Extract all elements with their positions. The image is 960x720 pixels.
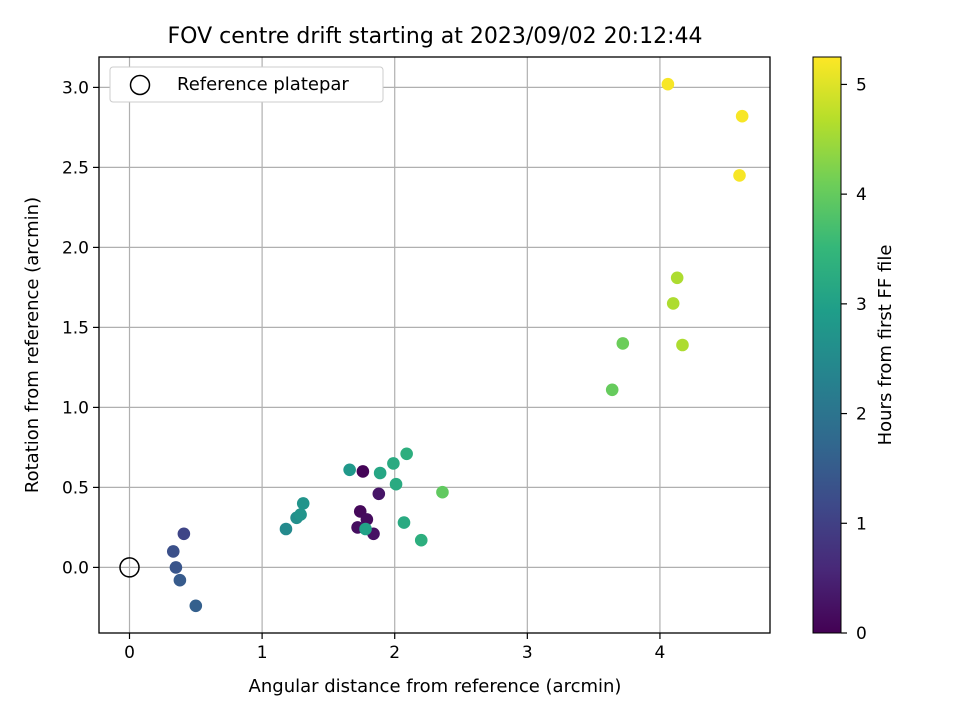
grid	[99, 57, 770, 633]
data-point	[387, 457, 400, 470]
data-point	[605, 383, 619, 397]
data-point	[666, 297, 680, 310]
data-point	[343, 463, 356, 477]
colorbar-tick-label: 1	[856, 514, 867, 534]
data-point	[372, 487, 386, 501]
data-point	[166, 545, 180, 558]
x-tick-label: 0	[124, 643, 135, 663]
data-point	[360, 513, 374, 526]
colorbar	[812, 56, 842, 634]
legend-entry-reference-platepar: Reference platepar	[177, 74, 349, 95]
data-point	[373, 466, 387, 480]
data-point	[735, 109, 749, 123]
y-tick-label: 3.0	[62, 78, 89, 98]
chart-title: FOV centre drift starting at 2023/09/02 …	[168, 24, 703, 49]
x-axis-label: Angular distance from reference (arcmin)	[249, 676, 622, 697]
y-tick-label: 1.0	[62, 398, 89, 418]
data-point	[173, 573, 187, 587]
y-tick-label: 2.5	[62, 158, 89, 178]
y-tick-label: 0.0	[62, 558, 89, 578]
data-point	[169, 561, 183, 574]
data-point	[177, 527, 191, 541]
data-point	[359, 522, 372, 536]
data-point	[414, 533, 428, 547]
x-tick-label: 1	[257, 643, 268, 663]
data-point	[400, 447, 413, 461]
legend-box	[109, 66, 384, 103]
colorbar-tick-label: 3	[856, 295, 867, 315]
data-point	[676, 338, 689, 352]
data-point	[661, 77, 675, 91]
data-point	[294, 508, 307, 521]
data-points	[119, 77, 749, 613]
y-axis-label: Rotation from reference (arcmin)	[22, 197, 43, 493]
colorbar-ticks: 0 1 2 3 4 5	[841, 75, 867, 644]
x-axis-ticks: 0 1 2 3 4	[124, 633, 665, 663]
y-tick-label: 0.5	[62, 478, 89, 498]
data-point	[296, 497, 310, 510]
data-point	[189, 599, 203, 613]
y-tick-label: 1.5	[62, 318, 89, 338]
data-point	[616, 337, 630, 350]
data-point	[436, 485, 449, 499]
data-point	[670, 271, 684, 285]
x-tick-label: 3	[522, 643, 533, 663]
y-tick-label: 2.0	[62, 238, 89, 258]
legend-reference-marker	[129, 74, 151, 96]
colorbar-tick-label: 4	[856, 185, 867, 205]
x-tick-label: 4	[655, 643, 666, 663]
y-axis-ticks: 0.0 0.5 1.0 1.5 2.0 2.5 3.0	[62, 78, 99, 578]
plot-area-frame	[98, 56, 771, 634]
reference-platepar-marker	[119, 557, 140, 578]
data-point	[397, 516, 411, 529]
data-point	[389, 477, 403, 491]
data-point	[733, 169, 746, 182]
colorbar-tick-label: 5	[856, 75, 867, 95]
x-tick-label: 2	[389, 643, 400, 663]
colorbar-tick-label: 0	[856, 624, 867, 644]
colorbar-label: Hours from first FF file	[875, 245, 896, 446]
legend: Reference platepar	[109, 66, 384, 103]
data-point	[356, 465, 370, 478]
colorbar-tick-label: 2	[856, 405, 867, 425]
data-point	[279, 522, 293, 536]
